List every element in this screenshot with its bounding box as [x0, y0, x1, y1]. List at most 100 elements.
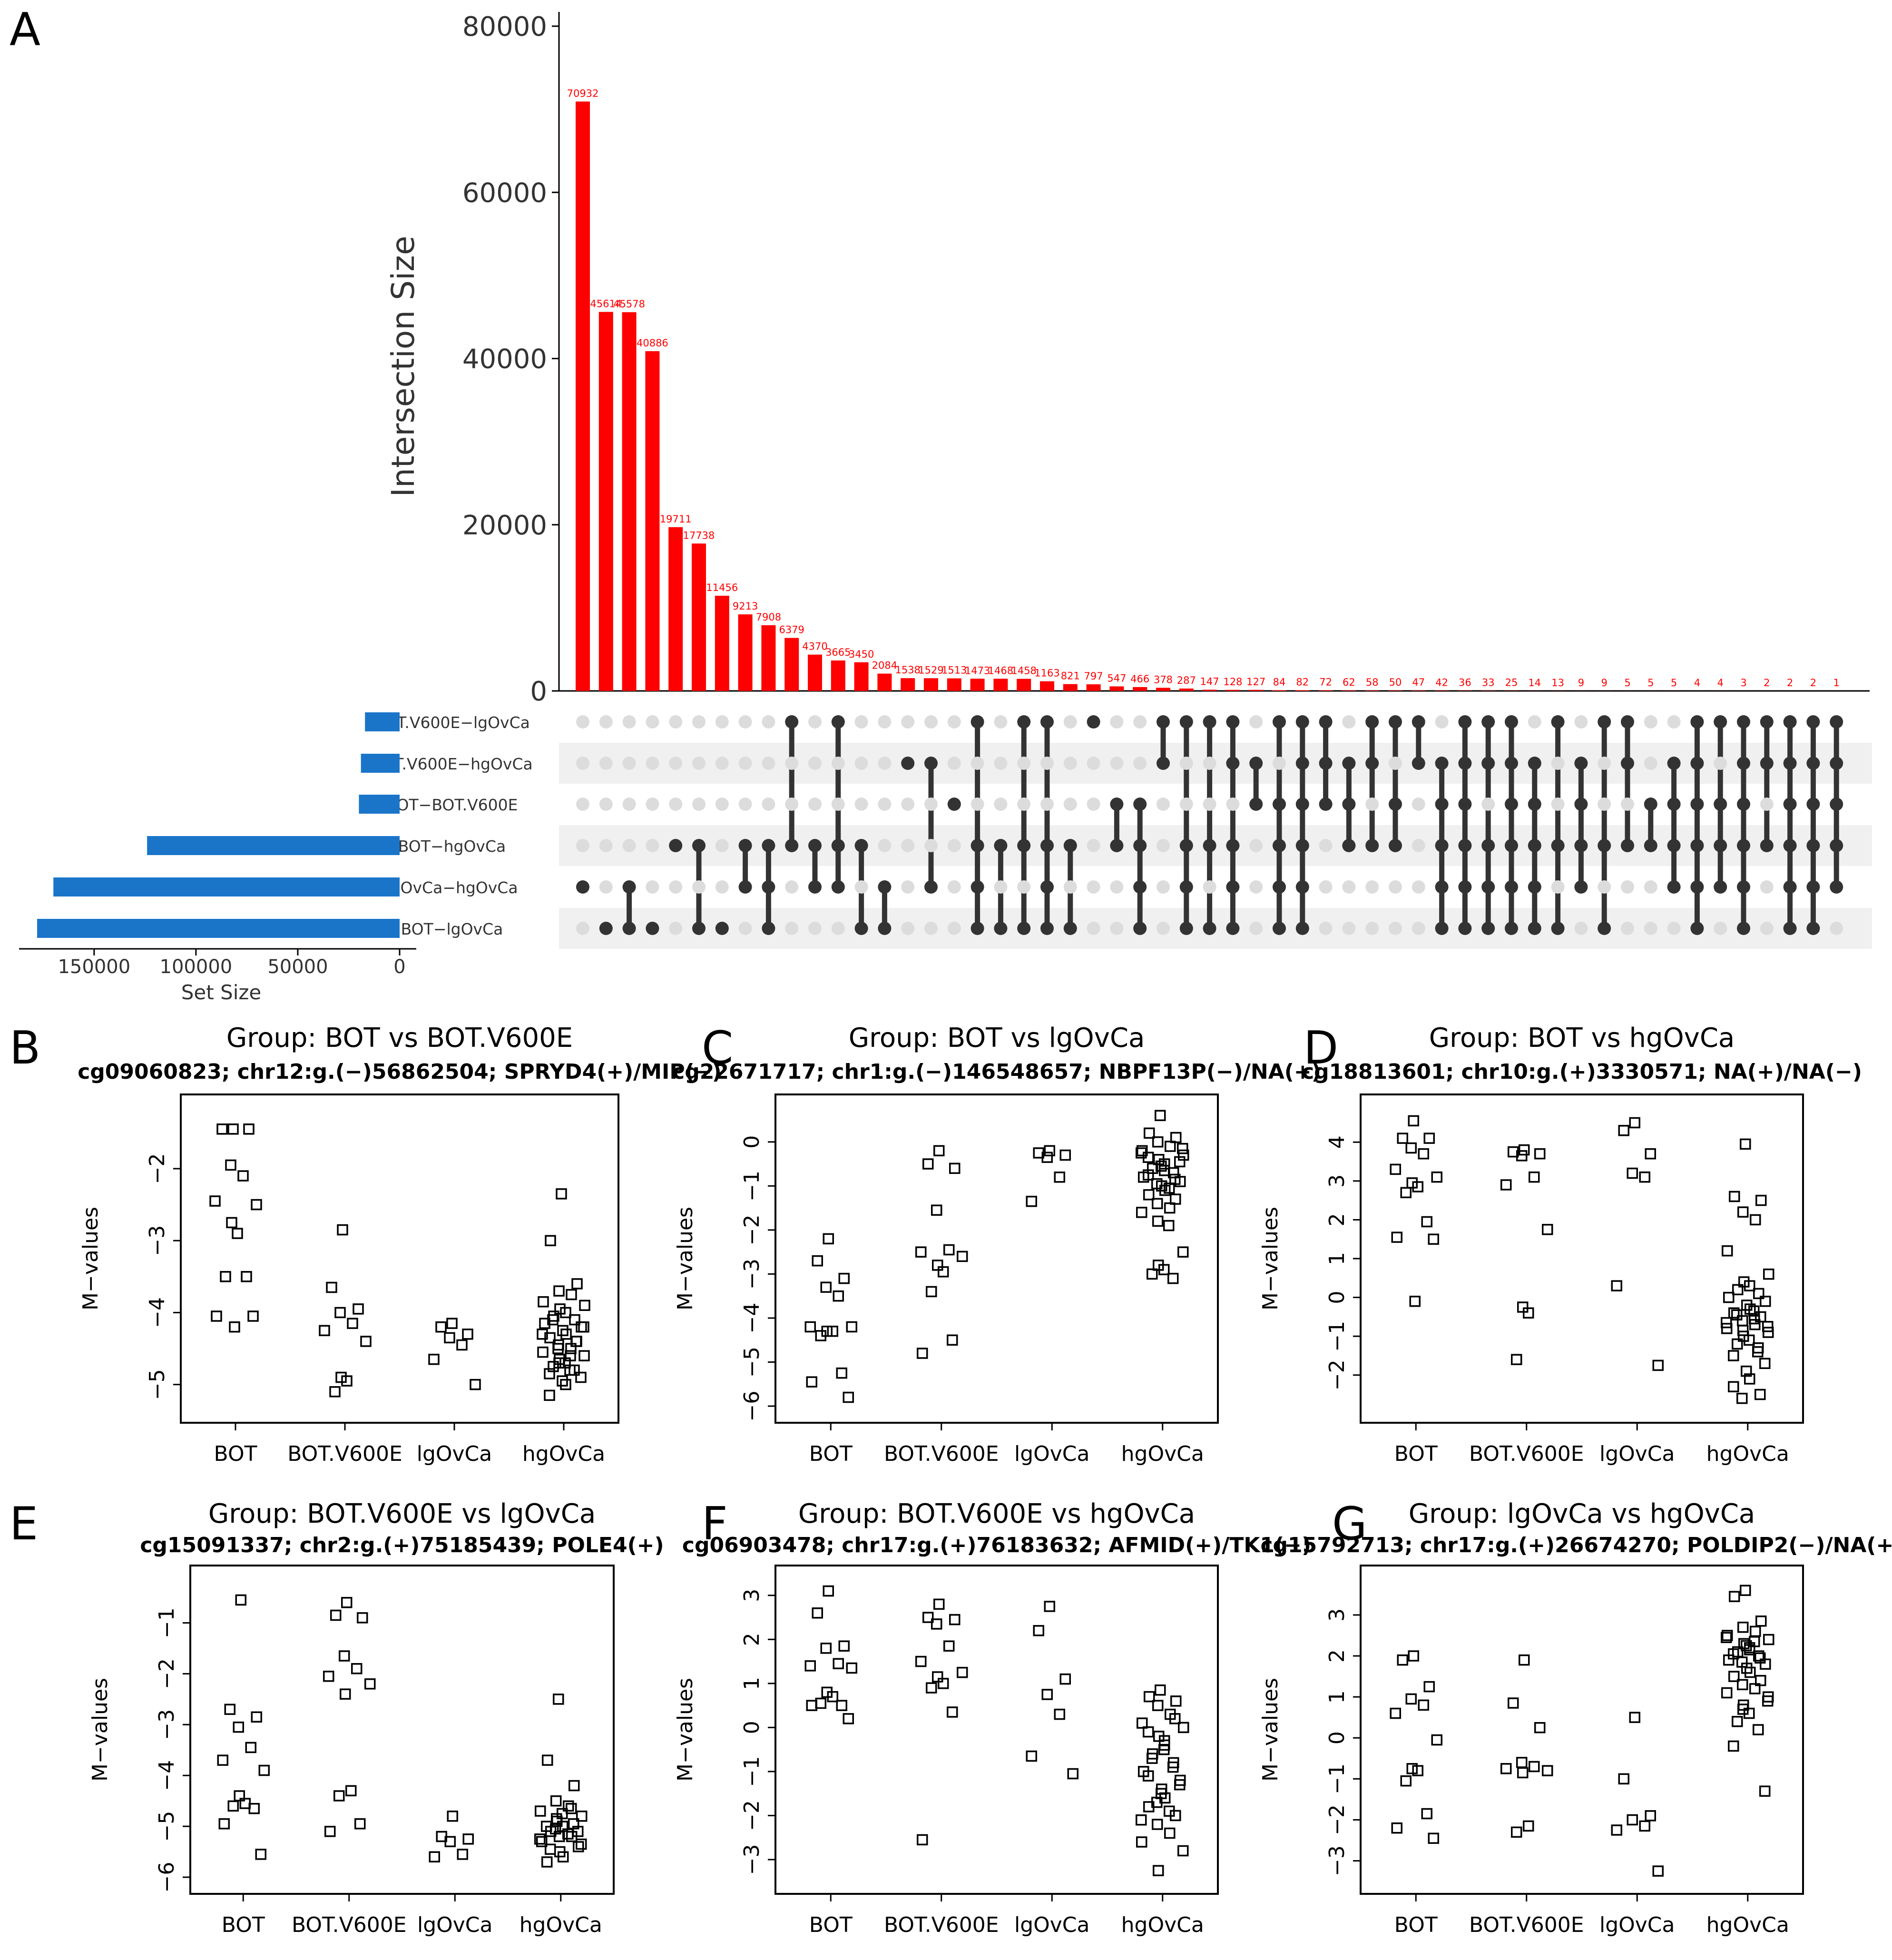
- data-point: [1391, 1231, 1402, 1243]
- data-point: [326, 1281, 337, 1293]
- matrix-dot: [854, 715, 868, 729]
- plot-subtitle-B: cg09060823; chr12:g.(−)56862504; SPRYD4(…: [78, 1060, 722, 1084]
- matrix-dot: [738, 798, 752, 811]
- matrix-dot: [1760, 798, 1774, 811]
- data-point: [815, 1330, 826, 1341]
- matrix-dot-active: [1806, 922, 1820, 935]
- intersection-bar: [993, 679, 1008, 691]
- data-point: [838, 1640, 850, 1652]
- intersection-bar: [622, 312, 637, 691]
- set-size-bar: [365, 712, 400, 731]
- data-point: [1164, 1202, 1176, 1214]
- data-point: [1169, 1713, 1181, 1724]
- data-point: [1144, 1127, 1155, 1139]
- data-point: [1143, 1189, 1155, 1201]
- data-point: [827, 1691, 838, 1703]
- data-point: [1737, 1206, 1749, 1218]
- data-point: [1738, 1330, 1749, 1342]
- matrix-dot-active: [808, 880, 822, 894]
- matrix-dot: [1667, 922, 1681, 935]
- matrix-dot: [715, 757, 729, 770]
- matrix-dot-active: [1458, 922, 1472, 935]
- data-point: [1629, 1712, 1640, 1723]
- data-point: [218, 1818, 230, 1830]
- matrix-dot-active: [1203, 839, 1216, 852]
- data-point: [1722, 1630, 1733, 1641]
- data-point: [1421, 1808, 1432, 1820]
- data-point: [353, 1303, 364, 1315]
- matrix-dot-active: [1737, 798, 1750, 811]
- intersection-bar: [901, 678, 915, 691]
- matrix-dot-active: [1157, 757, 1170, 770]
- matrix-dot: [994, 798, 1008, 811]
- matrix-dot: [1063, 757, 1077, 770]
- matrix-dot: [878, 839, 892, 852]
- plot-y-tick-label: −3: [155, 1709, 179, 1740]
- data-point: [1059, 1673, 1071, 1685]
- data-point: [957, 1666, 968, 1678]
- data-point: [1749, 1313, 1760, 1325]
- plot-y-tick-label: 1: [1325, 1690, 1349, 1704]
- data-point: [1405, 1142, 1417, 1154]
- matrix-dot: [808, 757, 822, 770]
- matrix-dot-active: [1435, 757, 1449, 770]
- matrix-dot: [878, 798, 892, 811]
- data-point: [447, 1810, 458, 1822]
- matrix-dot-active: [1714, 715, 1727, 729]
- data-point: [1177, 1246, 1189, 1258]
- data-point: [932, 1671, 943, 1683]
- matrix-dot-active: [762, 839, 775, 852]
- matrix-dot: [1667, 715, 1681, 729]
- data-point: [1736, 1656, 1748, 1668]
- data-point: [1763, 1268, 1774, 1280]
- matrix-dot-active: [1806, 715, 1820, 729]
- matrix-dot: [785, 880, 799, 894]
- intersection-bar-label: 72: [1319, 677, 1332, 688]
- set-label: lgOvCa−hgOvCa: [386, 878, 518, 897]
- plot-x-tick-label: hgOvCa: [522, 1442, 605, 1466]
- plot-x-tick-label: BOT: [222, 1913, 265, 1937]
- set-size-bar: [53, 877, 400, 896]
- data-point: [1169, 1173, 1181, 1185]
- data-point: [1405, 1693, 1417, 1705]
- data-point: [573, 1841, 584, 1852]
- matrix-dot-active: [878, 880, 892, 894]
- matrix-dot-active: [576, 880, 589, 894]
- intersection-bar: [1086, 684, 1101, 691]
- matrix-dot: [1435, 715, 1449, 729]
- matrix-dot-active: [1806, 757, 1820, 770]
- intersection-bar: [808, 654, 822, 691]
- matrix-dot-active: [1528, 880, 1541, 894]
- matrix-dot: [1179, 757, 1193, 770]
- plot-x-tick-label: lgOvCa: [417, 1913, 493, 1937]
- matrix-dot: [1598, 757, 1611, 770]
- intersection-bar: [924, 678, 938, 691]
- data-point: [1067, 1768, 1078, 1780]
- data-point: [1534, 1722, 1546, 1733]
- matrix-dot: [1342, 715, 1356, 729]
- data-point: [1627, 1814, 1638, 1826]
- data-point: [323, 1671, 334, 1682]
- matrix-dot-active: [1806, 798, 1820, 811]
- intersection-bar: [1179, 688, 1194, 691]
- data-point: [1136, 1836, 1147, 1848]
- panel-label-A: A: [10, 4, 40, 56]
- data-point: [1428, 1832, 1439, 1844]
- intersection-bar: [1388, 690, 1402, 691]
- matrix-dot: [994, 880, 1008, 894]
- data-point: [324, 1826, 336, 1837]
- plot-y-tick-label: 0: [1325, 1731, 1349, 1744]
- plot-y-tick-label: −1: [1325, 1763, 1349, 1794]
- matrix-dot: [1644, 715, 1657, 729]
- plot-y-tick-label: 4: [1325, 1135, 1349, 1149]
- matrix-dot: [1319, 880, 1333, 894]
- data-point: [1174, 1156, 1186, 1168]
- matrix-dot: [576, 715, 589, 729]
- intersection-bar-label: 2: [1764, 677, 1770, 689]
- data-point: [571, 1336, 582, 1347]
- data-point: [1752, 1346, 1764, 1358]
- data-point: [1391, 1822, 1402, 1834]
- matrix-dot: [1760, 922, 1774, 935]
- matrix-dot-active: [1690, 757, 1704, 770]
- matrix-dot-active: [1714, 798, 1727, 811]
